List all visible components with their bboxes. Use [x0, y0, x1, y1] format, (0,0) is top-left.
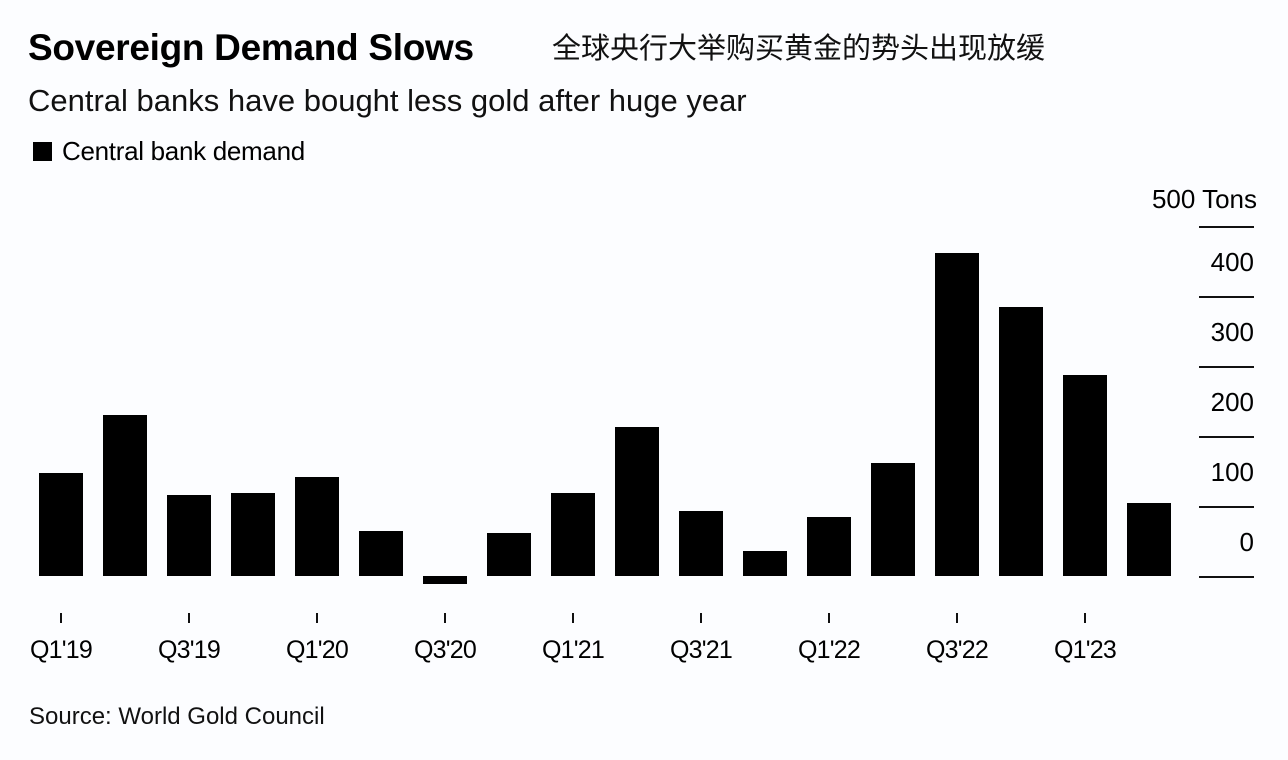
x-tick-label: Q1'20: [286, 636, 349, 664]
x-tick-mark: [700, 613, 702, 623]
x-tick-mark: [572, 613, 574, 623]
bar-q1-19: [39, 473, 83, 576]
bar-q3-21: [679, 510, 723, 576]
x-tick-label: Q1'19: [30, 636, 93, 664]
legend: Central bank demand: [33, 134, 305, 168]
x-tick-mark: [188, 613, 190, 623]
x-tick-mark: [60, 613, 62, 623]
y-gridline-300: [1199, 366, 1254, 368]
bar-q4-21: [743, 550, 787, 576]
bar-q3-22: [935, 253, 979, 576]
bar-q4-22: [999, 307, 1043, 576]
y-gridline-200: [1199, 436, 1254, 438]
x-tick-label: Q3'20: [414, 636, 477, 664]
x-tick-label: Q3'22: [926, 636, 989, 664]
source-note: Source: World Gold Council: [29, 703, 325, 730]
bar-q2-22: [871, 463, 915, 576]
x-tick-mark: [444, 613, 446, 623]
legend-swatch-icon: [33, 141, 52, 161]
y-tick-label: 300: [1210, 317, 1254, 347]
chart-subtitle: Central banks have bought less gold afte…: [28, 83, 747, 118]
x-tick-label: Q3'19: [158, 636, 221, 664]
bar-q1-23: [1063, 375, 1107, 576]
bar-q4-20: [487, 533, 531, 576]
x-tick-label: Q1'23: [1054, 636, 1117, 664]
y-tick-label: 100: [1210, 457, 1254, 487]
x-tick-label: Q1'21: [542, 636, 605, 664]
x-tick-mark: [316, 613, 318, 623]
bar-q2-21: [615, 426, 659, 576]
x-tick-label: Q3'21: [670, 636, 733, 664]
chart-title: Sovereign Demand Slows: [28, 27, 474, 68]
bar-q2-23: [1127, 503, 1171, 576]
x-tick-label: Q1'22: [798, 636, 861, 664]
y-axis-unit-label: 500 Tons: [1151, 184, 1257, 214]
legend-label: Central bank demand: [62, 136, 305, 166]
y-tick-label: 0: [1239, 527, 1254, 557]
bar-q2-19: [103, 415, 147, 576]
y-gridline-100: [1199, 506, 1254, 508]
x-tick-mark: [828, 613, 830, 623]
y-gridline-0: [1199, 576, 1254, 578]
chart-title-chinese: 全球央行大举购买黄金的势头出现放缓: [552, 31, 1046, 65]
bar-q3-19: [167, 494, 211, 576]
y-gridline-400: [1199, 296, 1254, 298]
bar-q1-22: [807, 517, 851, 576]
y-tick-label: 400: [1210, 247, 1254, 277]
x-tick-mark: [1084, 613, 1086, 623]
bar-q4-19: [231, 492, 275, 576]
y-gridline-500: [1199, 226, 1254, 228]
bar-q3-20: [423, 576, 467, 585]
bar-q1-20: [295, 477, 339, 576]
bar-q1-21: [551, 492, 595, 576]
bar-q2-20: [359, 531, 403, 576]
x-tick-mark: [956, 613, 958, 623]
y-tick-label: 200: [1210, 387, 1254, 417]
